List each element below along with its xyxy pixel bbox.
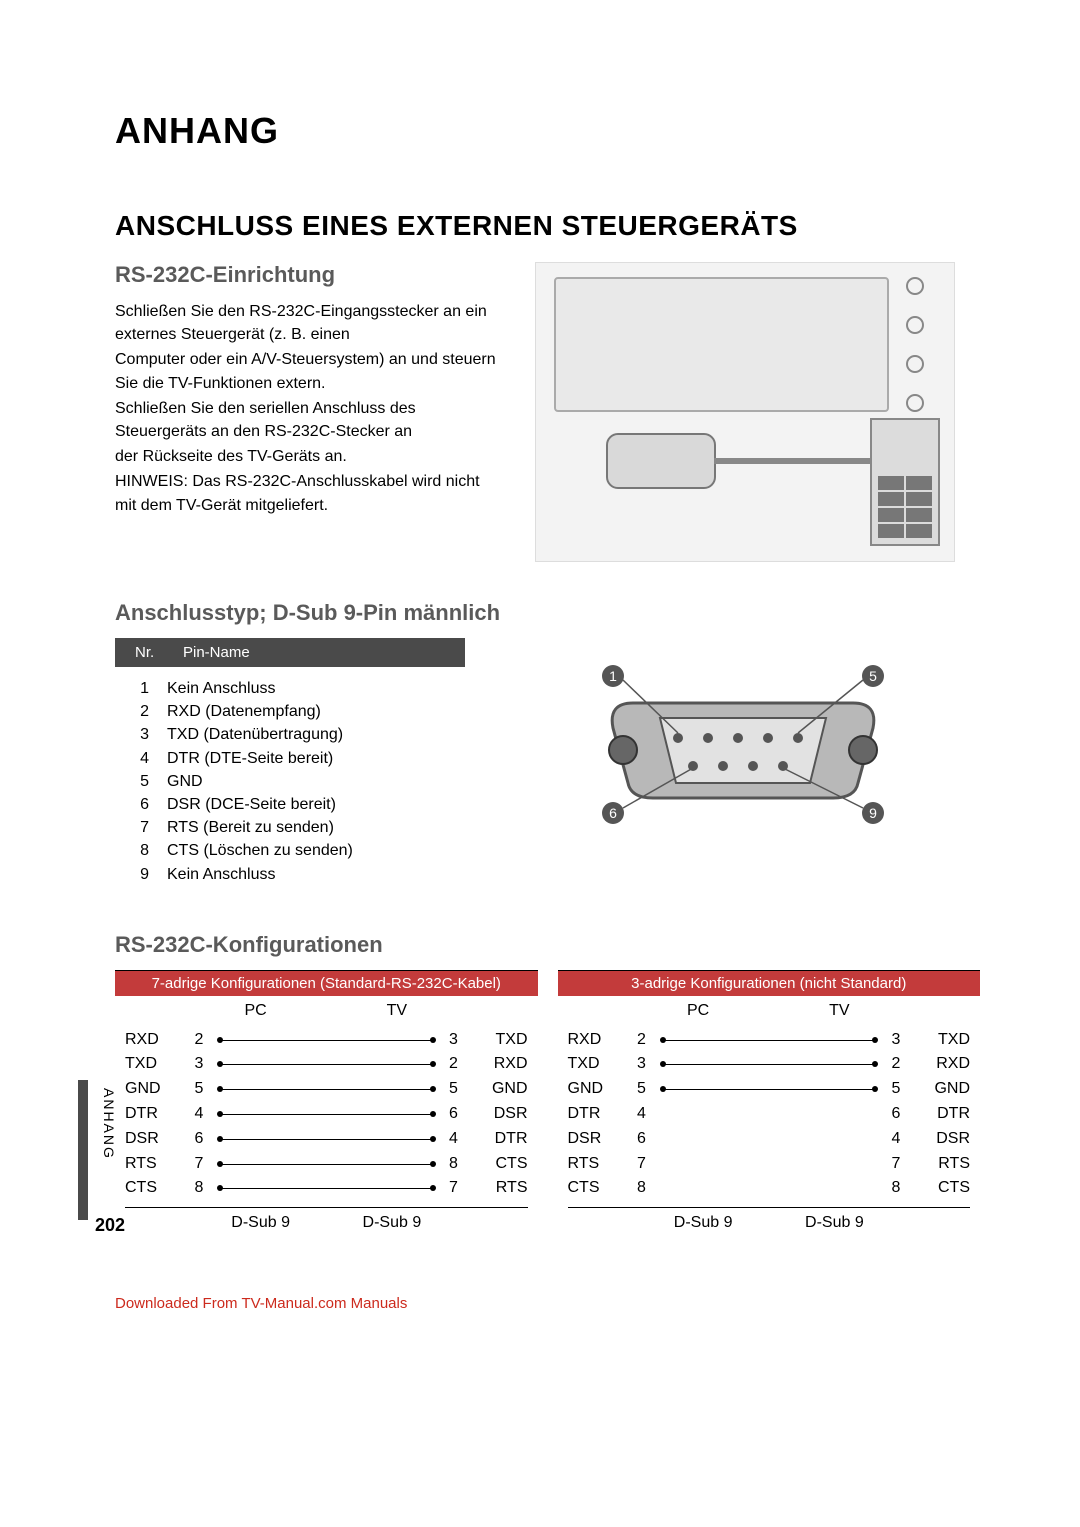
- config-3wire-title: 3-adrige Konfigurationen (nicht Standard…: [558, 971, 981, 996]
- cfg-row: RXD23TXD: [125, 1028, 528, 1053]
- pin-row: 5GND: [115, 770, 451, 793]
- pin-row: 9Kein Anschluss: [115, 863, 451, 886]
- pin-nr: 3: [115, 723, 167, 746]
- config-3wire: 3-adrige Konfigurationen (nicht Standard…: [558, 970, 981, 1239]
- config-7wire-title: 7-adrige Konfigurationen (Standard-RS-23…: [115, 971, 538, 996]
- section1-p4: der Rückseite des TV-Geräts an.: [115, 445, 505, 468]
- pin-nr: 5: [115, 770, 167, 793]
- svg-text:5: 5: [869, 668, 877, 684]
- config-7wire: 7-adrige Konfigurationen (Standard-RS-23…: [115, 970, 538, 1239]
- pin-row: 2RXD (Datenempfang): [115, 700, 451, 723]
- pin-nr: 1: [115, 677, 167, 700]
- cfg-row: DTR46DSR: [125, 1102, 528, 1127]
- cfg-row: GND55GND: [568, 1077, 971, 1102]
- pin-name: Kein Anschluss: [167, 863, 276, 886]
- col-tv: TV: [326, 1002, 467, 1020]
- foot-r: D-Sub 9: [326, 1214, 457, 1232]
- pin-name: Kein Anschluss: [167, 677, 276, 700]
- cfg-row: DTR46DTR: [568, 1102, 971, 1127]
- svg-text:6: 6: [609, 805, 617, 821]
- section-title: ANSCHLUSS EINES EXTERNEN STEUERGERÄTS: [115, 210, 980, 242]
- th-name: Pin-Name: [183, 644, 250, 661]
- page-title: ANHANG: [115, 110, 980, 152]
- foot-l: D-Sub 9: [195, 1214, 326, 1232]
- pin-row: 7RTS (Bereit zu senden): [115, 816, 451, 839]
- pin-row: 3TXD (Datenübertragung): [115, 723, 451, 746]
- cfg-row: RXD23TXD: [568, 1028, 971, 1053]
- section1-p5: HINWEIS: Das RS-232C-Anschlusskabel wird…: [115, 470, 505, 516]
- cfg-row: DSR64DTR: [125, 1127, 528, 1152]
- pin-table-header: Nr. Pin-Name: [115, 638, 465, 667]
- pin-name: RTS (Bereit zu senden): [167, 816, 334, 839]
- pin-nr: 6: [115, 793, 167, 816]
- section2-heading: Anschlusstyp; D-Sub 9-Pin männlich: [115, 600, 980, 626]
- pin-row: 4DTR (DTE-Seite bereit): [115, 747, 451, 770]
- pin-nr: 8: [115, 839, 167, 862]
- pin-name: DSR (DCE-Seite bereit): [167, 793, 336, 816]
- cfg-row: CTS88CTS: [568, 1176, 971, 1201]
- section1-p2: Computer oder ein A/V-Steuersystem) an u…: [115, 348, 505, 394]
- side-tab: [78, 1080, 88, 1220]
- pin-row: 1Kein Anschluss: [115, 677, 451, 700]
- pin-name: GND: [167, 770, 203, 793]
- cfg-row: GND55GND: [125, 1077, 528, 1102]
- col-pc-r: PC: [628, 1002, 769, 1020]
- cfg-row: RTS78CTS: [125, 1152, 528, 1177]
- pin-table: Nr. Pin-Name 1Kein Anschluss2RXD (Datene…: [115, 638, 465, 896]
- pin-row: 6DSR (DCE-Seite bereit): [115, 793, 451, 816]
- page-number: 202: [95, 1215, 125, 1236]
- svg-text:1: 1: [609, 668, 617, 684]
- section1-heading: RS-232C-Einrichtung: [115, 262, 505, 288]
- pin-name: CTS (Löschen zu senden): [167, 839, 353, 862]
- cfg-row: TXD32RXD: [568, 1052, 971, 1077]
- cfg-row: TXD32RXD: [125, 1052, 528, 1077]
- svg-text:9: 9: [869, 805, 877, 821]
- footer-link[interactable]: Downloaded From TV-Manual.com Manuals: [115, 1295, 407, 1312]
- section3-heading: RS-232C-Konfigurationen: [115, 932, 980, 958]
- side-text: ANHANG: [101, 1088, 117, 1160]
- section1-p1: Schließen Sie den RS-232C-Eingangsstecke…: [115, 300, 505, 346]
- pin-nr: 4: [115, 747, 167, 770]
- pin-name: RXD (Datenempfang): [167, 700, 321, 723]
- pin-name: DTR (DTE-Seite bereit): [167, 747, 333, 770]
- cfg-row: DSR64DSR: [568, 1127, 971, 1152]
- cfg-row: RTS77RTS: [568, 1152, 971, 1177]
- cfg-row: CTS87RTS: [125, 1176, 528, 1201]
- th-nr: Nr.: [135, 644, 183, 661]
- pin-nr: 9: [115, 863, 167, 886]
- foot-l-r: D-Sub 9: [638, 1214, 769, 1232]
- section1-body: Schließen Sie den RS-232C-Eingangsstecke…: [115, 300, 505, 517]
- pin-row: 8CTS (Löschen zu senden): [115, 839, 451, 862]
- dsub9-diagram: 1 5 6 9: [505, 638, 980, 828]
- foot-r-r: D-Sub 9: [769, 1214, 900, 1232]
- pin-nr: 7: [115, 816, 167, 839]
- col-tv-r: TV: [769, 1002, 910, 1020]
- pin-name: TXD (Datenübertragung): [167, 723, 343, 746]
- setup-illustration: [535, 262, 955, 562]
- col-pc: PC: [185, 1002, 326, 1020]
- section1-p3: Schließen Sie den seriellen Anschluss de…: [115, 397, 505, 443]
- pin-nr: 2: [115, 700, 167, 723]
